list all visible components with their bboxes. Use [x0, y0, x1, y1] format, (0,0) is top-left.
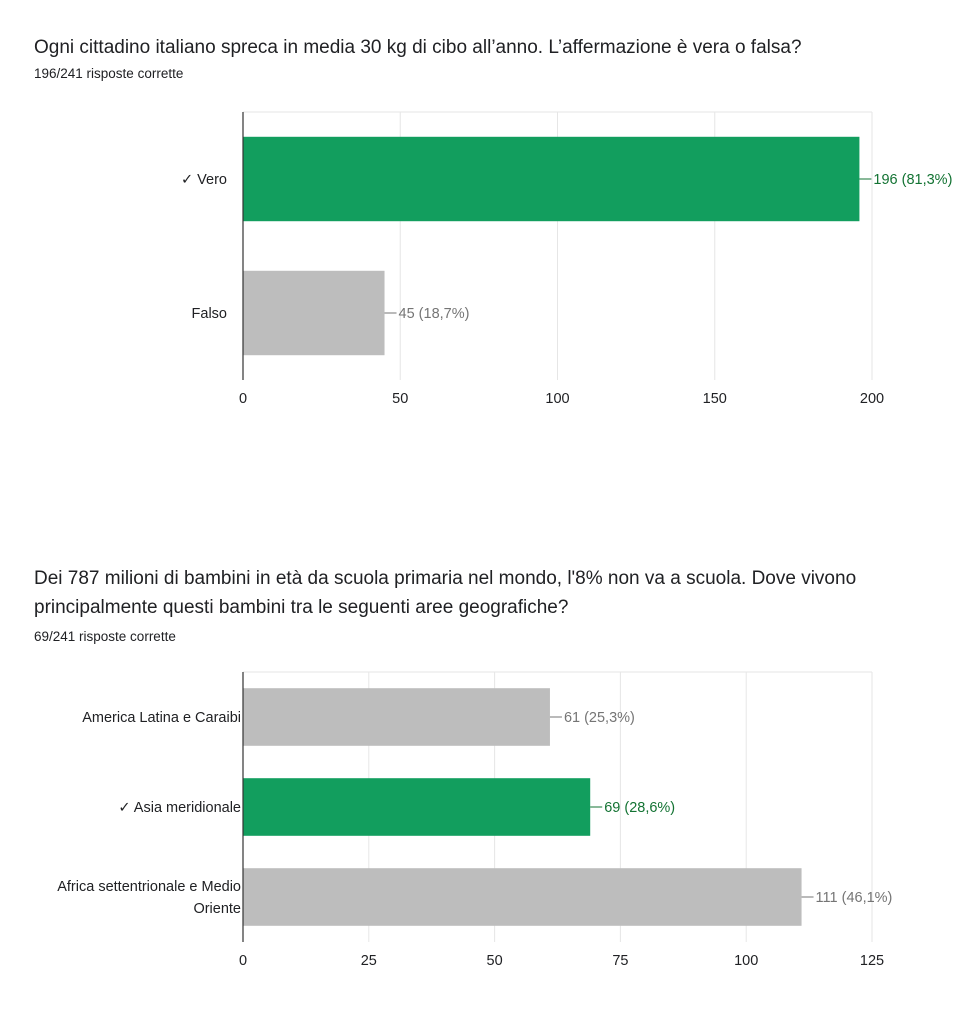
- x-tick-label: 200: [860, 391, 884, 407]
- bar: [243, 136, 860, 222]
- x-tick-label: 75: [612, 953, 628, 969]
- bar: [243, 688, 550, 746]
- data-label: 69 (28,6%): [604, 800, 675, 816]
- category-label: Falso: [192, 306, 227, 322]
- question-2-title: Dei 787 milioni di bambini in età da scu…: [34, 568, 857, 618]
- x-tick-label: 50: [487, 953, 503, 969]
- question-2-bar-chart: 61 (25,3%) America Latina e Caraibi 69 (28…: [57, 671, 893, 969]
- x-tick-label: 0: [239, 953, 247, 969]
- question-2-score: 69/241 risposte corrette: [34, 629, 176, 644]
- data-label: 196 (81,3%): [873, 172, 952, 188]
- x-tick-label: 0: [239, 391, 247, 407]
- category-label: America Latina e Caraibi: [82, 710, 241, 726]
- question-1-score: 196/241 risposte corrette: [34, 66, 184, 81]
- question-1-title: Ogni cittadino italiano spreca in media …: [34, 37, 802, 58]
- x-tick-label: 100: [734, 953, 758, 969]
- category-label: ✓ Asia meridionale: [118, 800, 241, 816]
- bar: [243, 270, 385, 356]
- bar: [243, 868, 802, 926]
- data-label: 111 (46,1%): [816, 890, 893, 906]
- question-1-bar-chart: 196 (81,3%) ✓ Vero 45 (18,7%) Falso 0 50 100 15…: [181, 111, 952, 407]
- x-tick-label: 25: [361, 953, 377, 969]
- x-tick-label: 125: [860, 953, 884, 969]
- bar: [243, 778, 591, 836]
- data-label: 45 (18,7%): [399, 306, 470, 322]
- category-label: Africa settentrionale e Medio Oriente: [57, 879, 241, 917]
- x-tick-label: 100: [545, 391, 569, 407]
- category-label: ✓ Vero: [181, 172, 227, 188]
- x-tick-label: 150: [703, 391, 727, 407]
- x-tick-label: 50: [392, 391, 408, 407]
- data-label: 61 (25,3%): [564, 710, 635, 726]
